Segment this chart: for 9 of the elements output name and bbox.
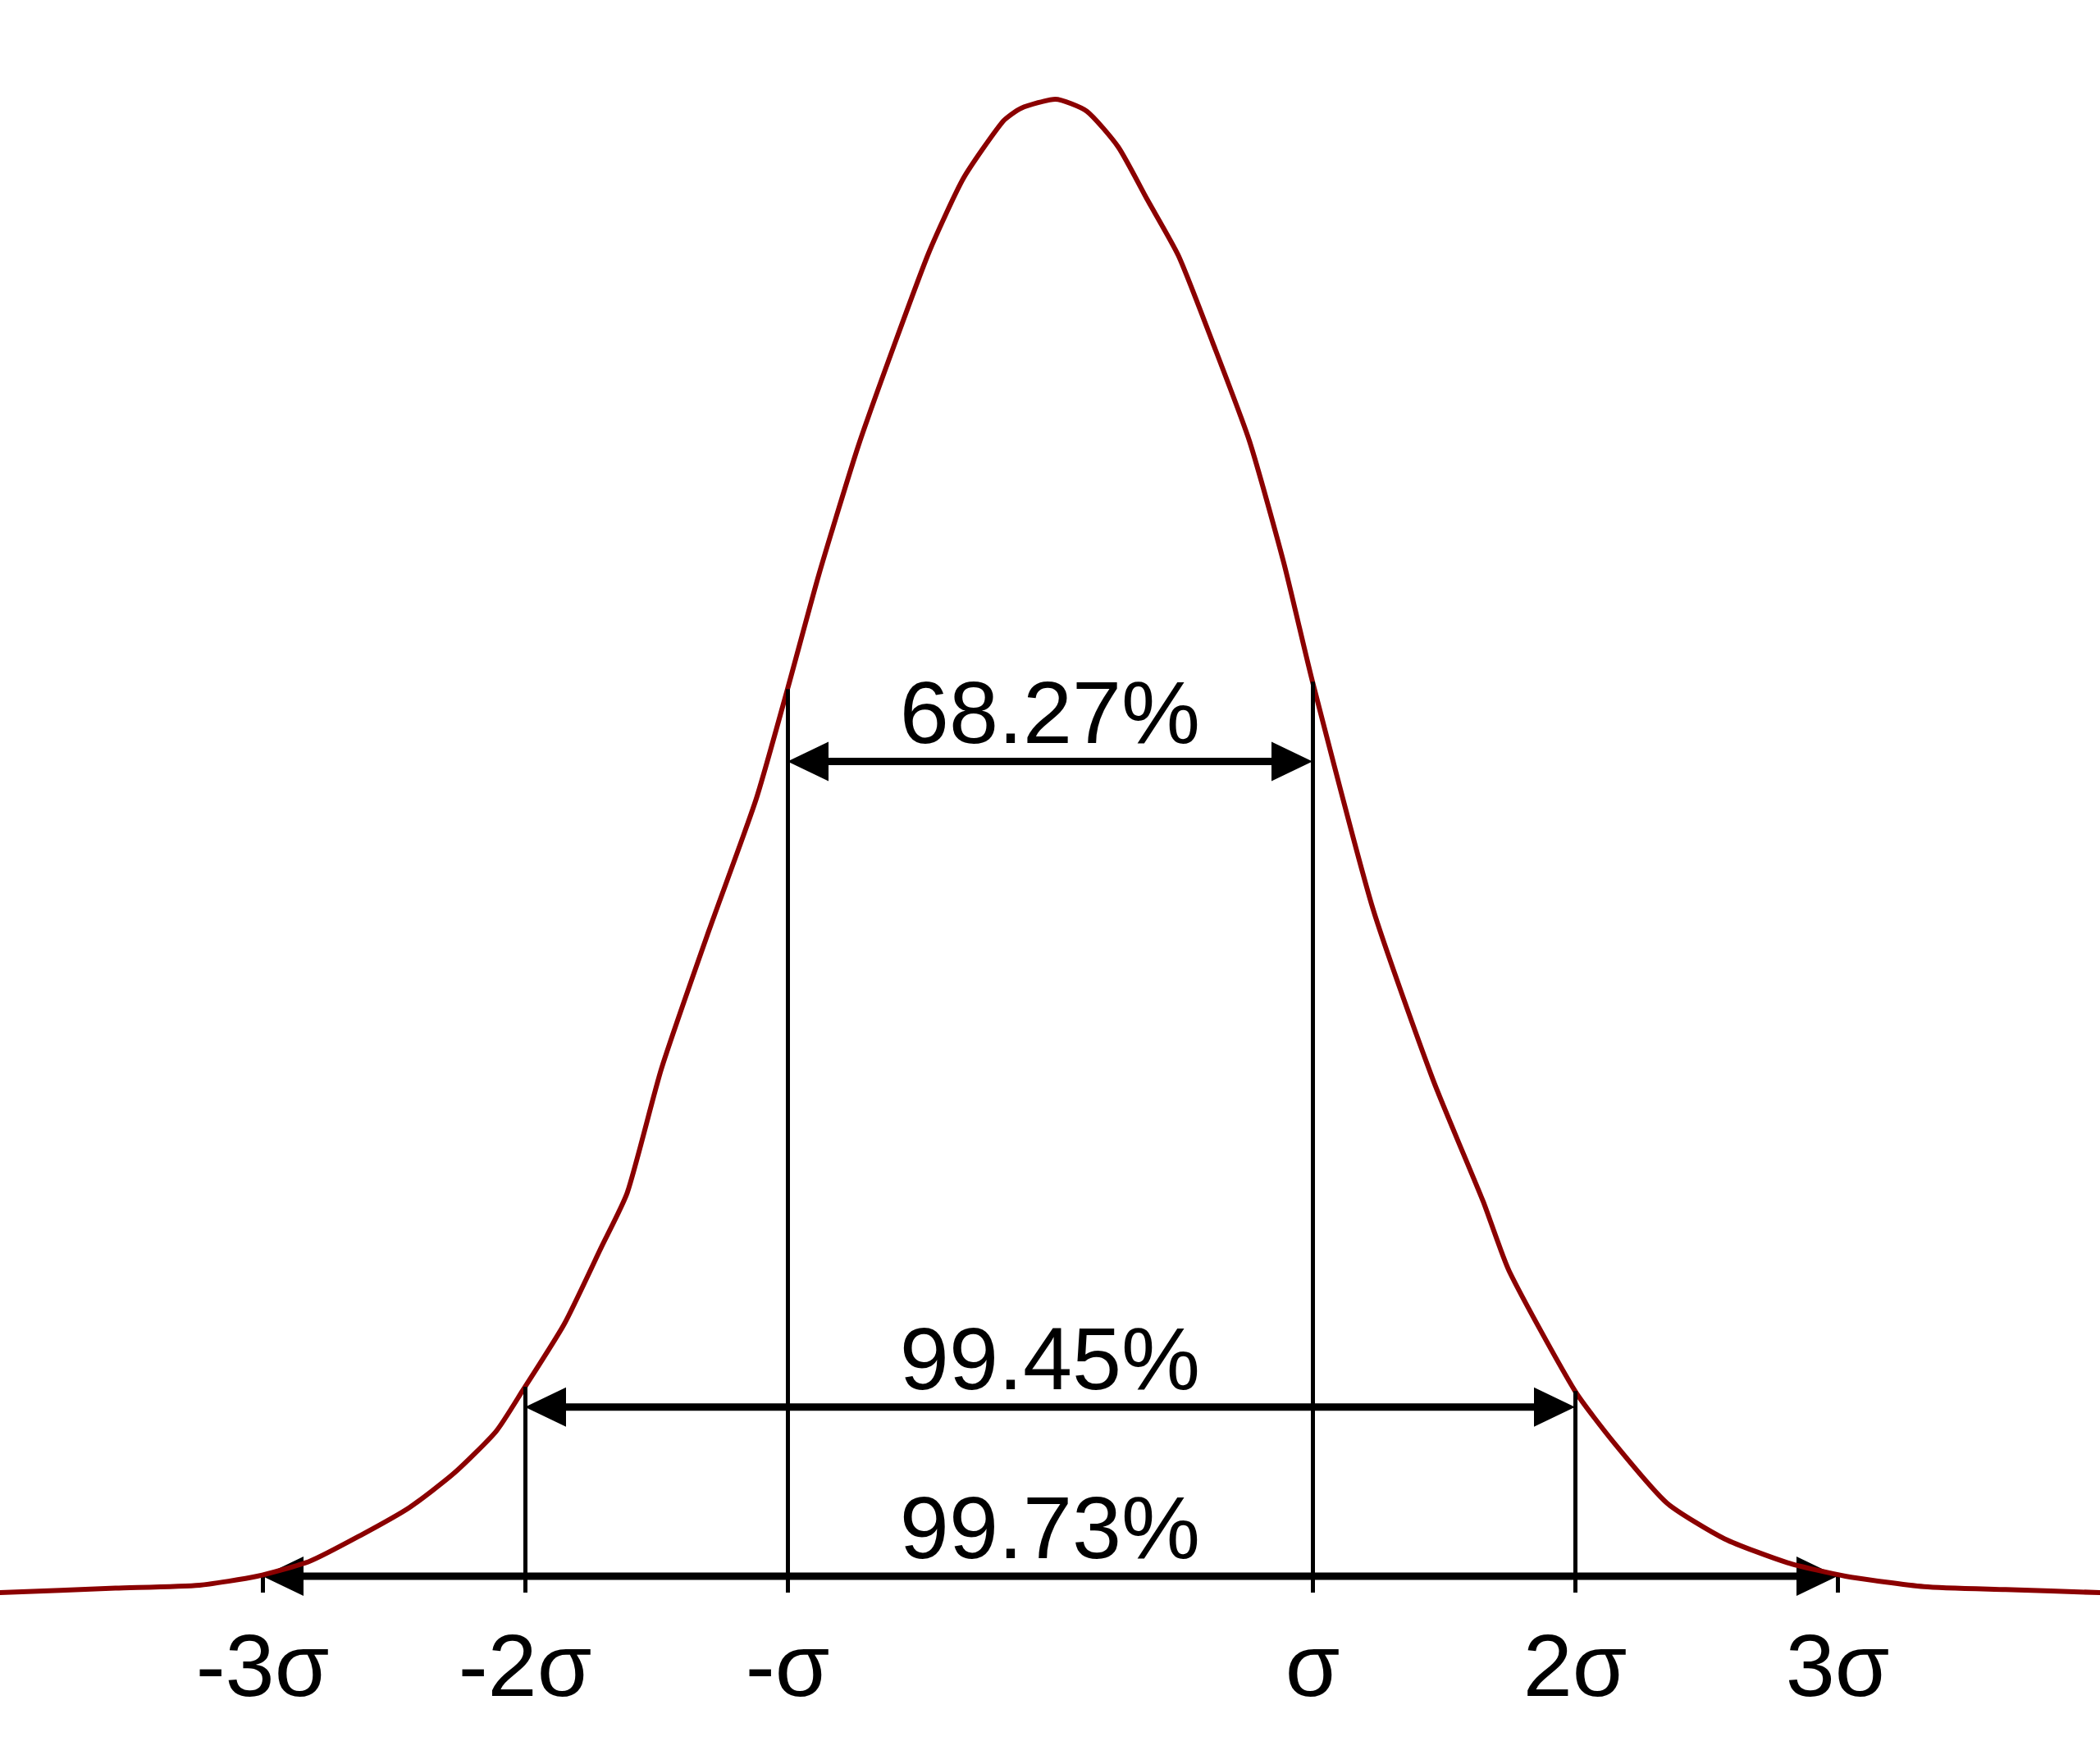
x-tick-label: -2σ [458,1615,592,1715]
x-tick-label: -σ [745,1615,830,1715]
annotation: 68.27% [899,663,1201,763]
annotation: 99.45% [899,1308,1201,1408]
x-tick-label: σ [1285,1615,1340,1715]
annotation: 99.73% [899,1477,1201,1577]
x-tick-label: -3σ [195,1615,330,1715]
x-tick-label: 2σ [1522,1615,1628,1715]
x-tick-label: 3σ [1785,1615,1890,1715]
